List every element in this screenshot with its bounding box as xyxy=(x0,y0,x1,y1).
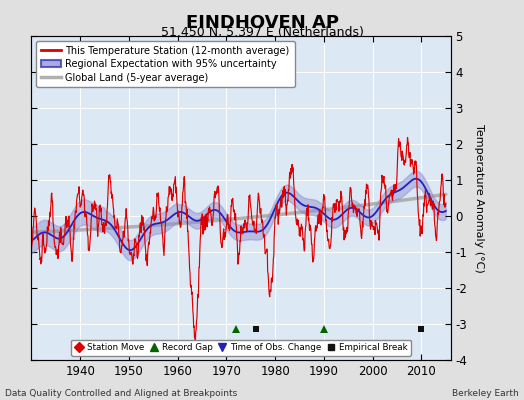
Legend: Station Move, Record Gap, Time of Obs. Change, Empirical Break: Station Move, Record Gap, Time of Obs. C… xyxy=(71,340,411,356)
Y-axis label: Temperature Anomaly (°C): Temperature Anomaly (°C) xyxy=(474,124,484,272)
Text: Data Quality Controlled and Aligned at Breakpoints: Data Quality Controlled and Aligned at B… xyxy=(5,389,237,398)
Text: 51.450 N, 5.397 E (Netherlands): 51.450 N, 5.397 E (Netherlands) xyxy=(160,26,364,39)
Text: Berkeley Earth: Berkeley Earth xyxy=(452,389,519,398)
Text: EINDHOVEN AP: EINDHOVEN AP xyxy=(185,14,339,32)
